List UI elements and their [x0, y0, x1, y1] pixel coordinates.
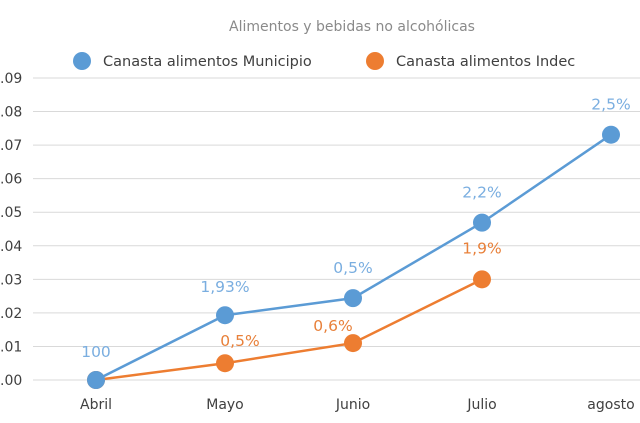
x-tick-label: Abril: [80, 397, 112, 413]
data-point: [87, 371, 105, 389]
data-point: [216, 306, 234, 325]
y-tick-label: .03: [0, 272, 22, 288]
data-label: 0,5%: [220, 332, 259, 350]
y-tick-label: .01: [0, 339, 22, 355]
legend-label-indec: Canasta alimentos Indec: [396, 54, 575, 70]
legend: Canasta alimentos Municipio Canasta alim…: [73, 52, 575, 70]
chart-title: Alimentos y bebidas no alcohólicas: [229, 19, 475, 35]
y-tick-label: .07: [0, 138, 22, 154]
x-tick-label: Julio: [466, 397, 496, 413]
x-tick-label: agosto: [587, 397, 634, 413]
legend-label-municipio: Canasta alimentos Municipio: [103, 54, 312, 70]
y-tick-label: .04: [0, 239, 22, 255]
data-point: [473, 213, 491, 232]
data-point: [344, 289, 362, 308]
data-point: [216, 354, 234, 373]
data-point: [344, 334, 362, 353]
data-label: 100: [81, 343, 111, 361]
y-tick-label: .00: [0, 373, 22, 389]
x-tick-label: Junio: [335, 397, 370, 413]
data-point: [602, 125, 620, 144]
y-tick-label: .09: [0, 71, 22, 87]
data-label: 2,2%: [462, 184, 501, 202]
series-line-1: [95, 278, 483, 382]
data-label: 1,93%: [200, 278, 249, 296]
y-tick-label: .06: [0, 172, 22, 188]
data-label: 0,6%: [313, 317, 352, 335]
data-point: [473, 270, 491, 289]
x-tick-label: Mayo: [206, 397, 244, 413]
legend-marker-municipio: [73, 52, 91, 70]
y-tick-label: .05: [0, 205, 22, 221]
legend-marker-indec: [366, 52, 384, 70]
data-label: 1,9%: [462, 239, 501, 257]
y-tick-label: .08: [0, 105, 22, 121]
data-label: 0,5%: [333, 259, 372, 277]
y-tick-label: .02: [0, 306, 22, 322]
data-label: 2,5%: [591, 96, 630, 114]
